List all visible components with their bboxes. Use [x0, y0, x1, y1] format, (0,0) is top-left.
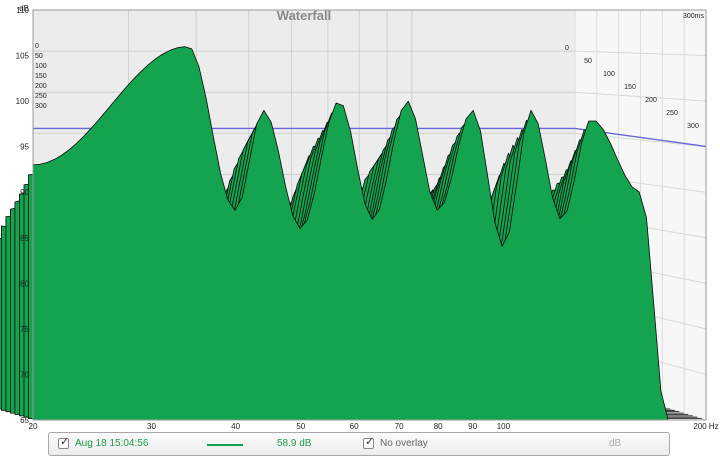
overlay-label: No overlay [380, 438, 428, 449]
time-tick-label-right: 0 [565, 45, 569, 52]
check-icon: ✓ [365, 435, 375, 448]
y-tick-labels: 65 70 75 80 85 90 95 100 105 110 [16, 6, 30, 425]
x-tick-label: 30 [147, 422, 156, 430]
check-icon: ✓ [60, 435, 70, 448]
y-tick-label: 110 [16, 6, 29, 15]
y-tick-label: 100 [16, 97, 30, 106]
trace-value: 58.9 dB [277, 438, 312, 449]
plot-frame [32, 9, 707, 421]
overlay-unit: dB [609, 438, 622, 449]
time-tick-label-right: 250 [666, 110, 678, 117]
y-tick-label: 75 [20, 325, 29, 334]
time-tick-label-left: 100 [35, 63, 47, 70]
time-tick-label-right: 50 [584, 58, 592, 65]
time-tick-label-left: 50 [35, 53, 43, 60]
x-tick-label: 200 Hz [693, 422, 718, 430]
trace-line-swatch [207, 444, 243, 446]
time-tick-labels: 0 0 50 50 100 100 150 150 200 200 250 250 300 300 [35, 43, 699, 130]
x-tick-label: 60 [350, 422, 359, 430]
decay-slice [32, 46, 707, 421]
x-tick-label: 50 [296, 422, 305, 430]
y-tick-label: 85 [20, 234, 29, 243]
time-tick-label-left: 250 [35, 93, 47, 100]
x-tick-label: 70 [395, 422, 404, 430]
legend-bar: ✓ Aug 18 15:04:56 58.9 dB ✓ No overlay d… [48, 432, 670, 456]
y-axis-unit: dB [19, 4, 29, 13]
y-tick-label: 70 [20, 370, 29, 379]
time-tick-label-left: 150 [35, 73, 47, 80]
x-tick-label: 40 [231, 422, 240, 430]
time-tick-label-right: 150 [624, 84, 636, 91]
x-tick-label: 20 [29, 422, 38, 430]
waterfall-chart: 65 70 75 80 85 90 95 100 105 110 dB 20 30 40 50 60 70 80 9… [0, 0, 720, 430]
chart-title: Waterfall [277, 8, 331, 23]
overlay-checkbox[interactable]: ✓ [363, 435, 375, 449]
time-tick-label-left: 300 [35, 103, 47, 110]
time-axis-label: 300ms [683, 13, 705, 20]
y-tick-label: 90 [20, 188, 29, 197]
time-tick-label-left: 200 [35, 83, 47, 90]
waterfall-slices [0, 46, 707, 421]
trace-label: Aug 18 15:04:56 [75, 438, 149, 449]
y-tick-label: 95 [20, 143, 29, 152]
time-tick-label-right: 200 [645, 97, 657, 104]
x-tick-label: 100 [497, 422, 511, 430]
x-tick-label: 90 [468, 422, 477, 430]
time-tick-label-left: 0 [35, 43, 39, 50]
time-tick-label-right: 300 [687, 123, 699, 130]
time-tick-label-right: 100 [603, 71, 615, 78]
y-tick-label: 105 [16, 52, 30, 61]
x-tick-labels: 20 30 40 50 60 70 80 90 100 200 Hz [29, 422, 719, 430]
y-tick-label: 80 [20, 279, 29, 288]
x-tick-label: 80 [434, 422, 443, 430]
trace-checkbox[interactable]: ✓ [58, 435, 70, 449]
y-tick-label: 65 [20, 416, 29, 425]
